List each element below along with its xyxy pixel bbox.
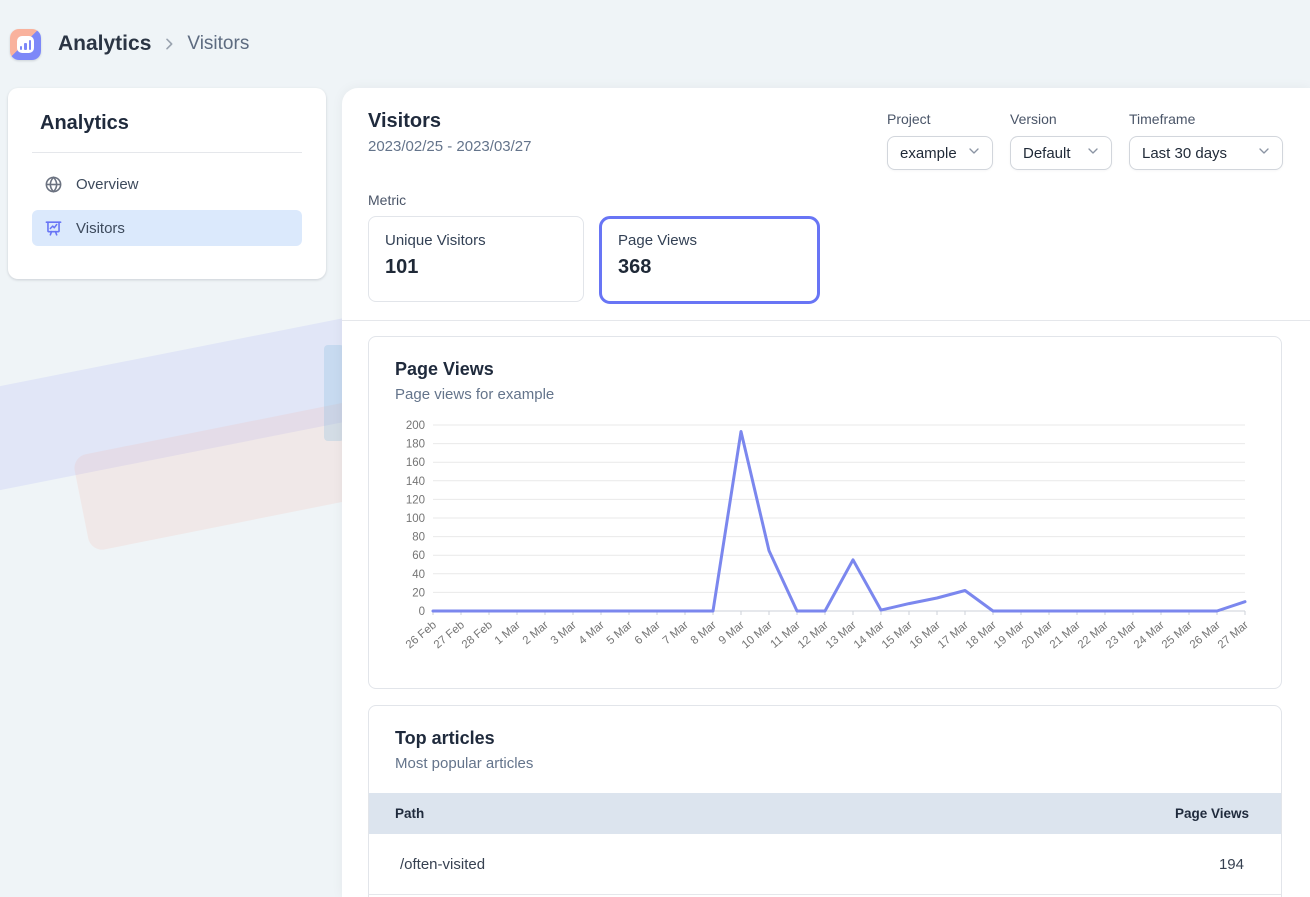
svg-text:28 Feb: 28 Feb [460,619,495,651]
timeframe-select-value: Last 30 days [1142,144,1228,162]
column-header-path: Path [395,806,425,821]
sidebar-item-label: Overview [76,175,139,193]
table-title: Top articles [395,728,495,748]
sidebar-item-label: Visitors [76,219,125,237]
presentation-chart-icon [44,219,63,238]
svg-text:100: 100 [406,513,425,525]
metric-cards: Unique Visitors 101 Page Views 368 [368,216,820,304]
svg-text:24 Mar: 24 Mar [1132,619,1167,651]
chevron-right-icon [161,36,177,52]
metric-card-unique-visitors[interactable]: Unique Visitors 101 [368,216,584,302]
main-content-panel: Visitors 2023/02/25 - 2023/03/27 Project… [342,88,1310,897]
table-header-row: Path Page Views [369,793,1281,834]
svg-text:14 Mar: 14 Mar [852,619,887,651]
svg-text:60: 60 [412,550,425,562]
chevron-down-icon [966,143,982,164]
svg-text:5 Mar: 5 Mar [605,619,635,647]
globe-icon [44,175,63,194]
breadcrumb-app[interactable]: Analytics [58,32,152,55]
svg-text:0: 0 [419,606,425,618]
svg-text:200: 200 [406,420,425,432]
svg-text:20 Mar: 20 Mar [1020,619,1055,651]
metric-section-label: Metric [368,192,407,208]
project-filter-group: Project example [887,111,993,170]
svg-text:8 Mar: 8 Mar [689,619,719,647]
date-range: 2023/02/25 - 2023/03/27 [368,138,532,155]
svg-text:140: 140 [406,476,425,488]
timeframe-select[interactable]: Last 30 days [1129,136,1283,170]
top-bar: Analytics Visitors [0,0,1310,88]
line-chart: 0 20 40 60 80 100 120 140 160 180 200 26 Feb 27 Feb 2… [395,415,1255,672]
section-divider [342,320,1310,321]
version-filter-group: Version Default [1010,111,1112,170]
svg-text:40: 40 [412,569,425,581]
top-articles-card: Top articles Most popular articles Path … [368,705,1282,897]
project-select[interactable]: example [887,136,993,170]
svg-text:6 Mar: 6 Mar [633,619,663,647]
metric-card-value: 101 [385,256,419,278]
svg-text:22 Mar: 22 Mar [1076,619,1111,651]
sidebar-title: Analytics [40,112,129,134]
svg-text:7 Mar: 7 Mar [661,619,691,647]
svg-text:13 Mar: 13 Mar [824,619,859,651]
svg-text:4 Mar: 4 Mar [577,619,607,647]
metric-card-label: Unique Visitors [385,232,486,249]
svg-text:27 Mar: 27 Mar [1216,619,1251,651]
metric-card-label: Page Views [618,232,697,249]
svg-text:16 Mar: 16 Mar [908,619,943,651]
timeframe-filter-label: Timeframe [1129,111,1196,127]
filter-bar: Project example Version Default Timefram… [887,111,1283,170]
svg-text:23 Mar: 23 Mar [1104,619,1139,651]
svg-text:80: 80 [412,532,425,544]
svg-text:26 Mar: 26 Mar [1188,619,1223,651]
svg-text:25 Mar: 25 Mar [1160,619,1195,651]
page-views-chart-card: Page Views Page views for example 0 20 40 6… [368,336,1282,689]
svg-text:27 Feb: 27 Feb [432,619,467,651]
metric-card-page-views[interactable]: Page Views 368 [599,216,820,304]
column-header-page-views: Page Views [1174,806,1249,821]
version-select-value: Default [1023,144,1071,162]
page-title: Visitors [368,110,441,132]
chart-subtitle: Page views for example [395,386,555,403]
metric-card-value: 368 [618,256,652,278]
timeframe-filter-group: Timeframe Last 30 days [1129,111,1283,170]
bar-chart-icon [17,35,34,53]
svg-text:2 Mar: 2 Mar [521,619,551,647]
svg-text:10 Mar: 10 Mar [740,619,775,651]
chevron-down-icon [1256,143,1272,164]
svg-text:180: 180 [406,439,425,451]
svg-text:26 Feb: 26 Feb [404,619,439,651]
sidebar-divider [32,152,302,153]
svg-text:15 Mar: 15 Mar [880,619,915,651]
svg-text:12 Mar: 12 Mar [796,619,831,651]
sidebar-item-overview[interactable]: Overview [32,166,302,202]
article-path: /often-visited [400,855,486,873]
analytics-sidebar: Analytics Overview Visitors [8,88,326,279]
project-select-value: example [900,144,957,162]
svg-text:21 Mar: 21 Mar [1048,619,1083,651]
article-page-views: 194 [1218,855,1244,873]
chart-title: Page Views [395,359,494,379]
sidebar-item-visitors[interactable]: Visitors [32,210,302,246]
app-logo-icon[interactable] [10,28,41,60]
version-select[interactable]: Default [1010,136,1112,170]
svg-text:160: 160 [406,457,425,469]
svg-text:18 Mar: 18 Mar [964,619,999,651]
project-filter-label: Project [887,111,931,127]
svg-text:120: 120 [406,494,425,506]
svg-text:3 Mar: 3 Mar [549,619,579,647]
chevron-down-icon [1085,143,1101,164]
version-filter-label: Version [1010,111,1057,127]
table-row: /often-visited 194 [369,834,1281,895]
table-subtitle: Most popular articles [395,755,534,772]
svg-text:1 Mar: 1 Mar [493,619,523,647]
svg-text:20: 20 [412,587,425,599]
breadcrumb-page: Visitors [187,33,250,54]
background-decor-stripe-cyan [324,345,344,441]
svg-text:19 Mar: 19 Mar [992,619,1027,651]
svg-text:17 Mar: 17 Mar [936,619,971,651]
